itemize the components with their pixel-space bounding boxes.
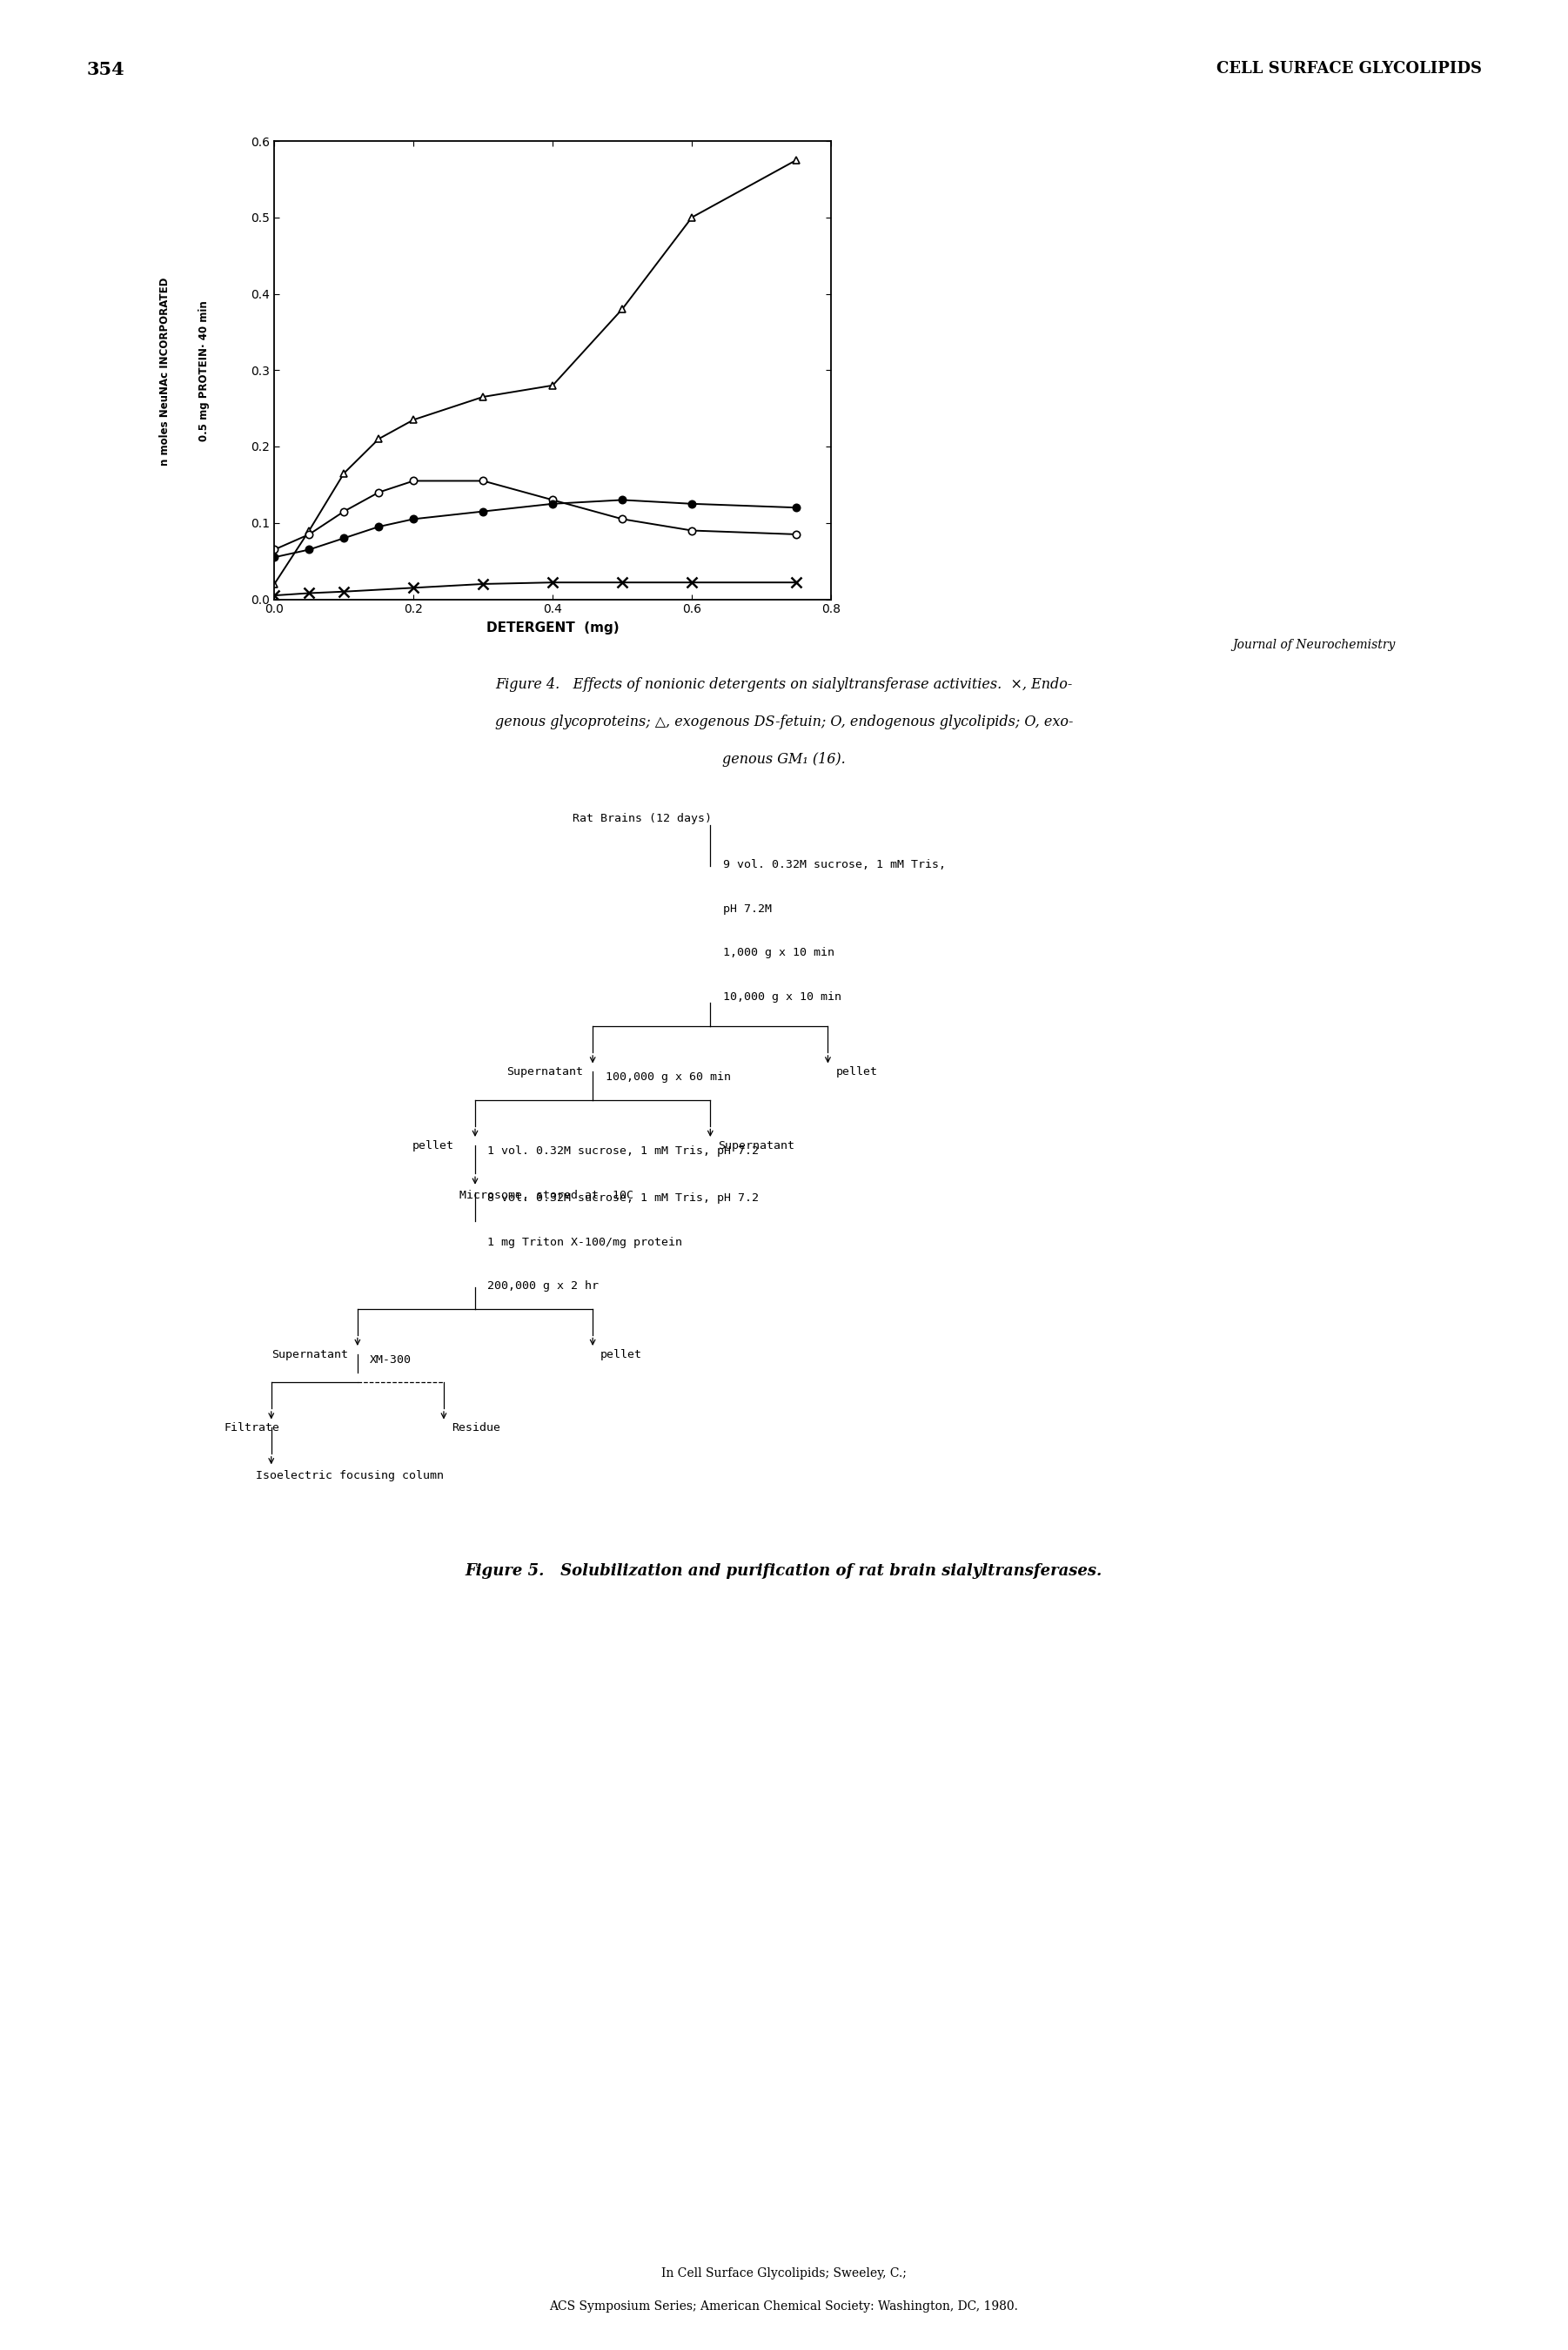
Text: ACS Symposium Series; American Chemical Society: Washington, DC, 1980.: ACS Symposium Series; American Chemical … [549, 2301, 1019, 2312]
Text: Supernatant: Supernatant [718, 1140, 795, 1152]
Text: genous GM₁ (16).: genous GM₁ (16). [723, 752, 845, 766]
Text: pellet: pellet [412, 1140, 455, 1152]
Text: 1 vol. 0.32M sucrose, 1 mM Tris, pH 7.2: 1 vol. 0.32M sucrose, 1 mM Tris, pH 7.2 [488, 1144, 759, 1156]
Text: pellet: pellet [601, 1349, 643, 1361]
Text: genous glycoproteins; △, exogenous DS-fetuin; O, endogenous glycolipids; O, exo-: genous glycoproteins; △, exogenous DS-fe… [495, 714, 1073, 728]
Text: Figure 5.   Solubilization and purification of rat brain sialyltransferases.: Figure 5. Solubilization and purificatio… [466, 1563, 1102, 1579]
Text: 9 vol. 0.32M sucrose, 1 mM Tris,: 9 vol. 0.32M sucrose, 1 mM Tris, [723, 860, 946, 869]
Text: Figure 4.   Effects of nonionic detergents on sialyltransferase activities.  ×, : Figure 4. Effects of nonionic detergents… [495, 677, 1073, 691]
Text: XM-300: XM-300 [370, 1354, 412, 1365]
Text: 0.5 mg PROTEIN· 40 min: 0.5 mg PROTEIN· 40 min [198, 301, 210, 442]
Text: Microsome, stored at -10C: Microsome, stored at -10C [459, 1189, 633, 1201]
Text: n moles NeuNAc INCORPORATED: n moles NeuNAc INCORPORATED [158, 277, 171, 465]
Text: 1,000 g x 10 min: 1,000 g x 10 min [723, 947, 834, 959]
Text: Filtrate: Filtrate [224, 1422, 281, 1434]
Text: 1 mg Triton X-100/mg protein: 1 mg Triton X-100/mg protein [488, 1236, 682, 1248]
X-axis label: DETERGENT  (mg): DETERGENT (mg) [486, 623, 619, 634]
Text: 354: 354 [86, 61, 124, 78]
Text: Residue: Residue [452, 1422, 500, 1434]
Text: Supernatant: Supernatant [271, 1349, 348, 1361]
Text: 10,000 g x 10 min: 10,000 g x 10 min [723, 992, 840, 1003]
Text: Isoelectric focusing column: Isoelectric focusing column [256, 1471, 444, 1480]
Text: Supernatant: Supernatant [506, 1067, 583, 1079]
Text: In Cell Surface Glycolipids; Sweeley, C.;: In Cell Surface Glycolipids; Sweeley, C.… [662, 2268, 906, 2280]
Text: Journal of Neurochemistry: Journal of Neurochemistry [1232, 639, 1396, 651]
Text: 8 vol. 0.32M sucrose, 1 mM Tris, pH 7.2: 8 vol. 0.32M sucrose, 1 mM Tris, pH 7.2 [488, 1194, 759, 1203]
Text: 200,000 g x 2 hr: 200,000 g x 2 hr [488, 1281, 599, 1292]
Text: pellet: pellet [836, 1067, 878, 1079]
Text: Rat Brains (12 days): Rat Brains (12 days) [572, 813, 712, 825]
Text: CELL SURFACE GLYCOLIPIDS: CELL SURFACE GLYCOLIPIDS [1217, 61, 1482, 78]
Text: pH 7.2M: pH 7.2M [723, 902, 771, 914]
Text: 100,000 g x 60 min: 100,000 g x 60 min [605, 1072, 731, 1083]
